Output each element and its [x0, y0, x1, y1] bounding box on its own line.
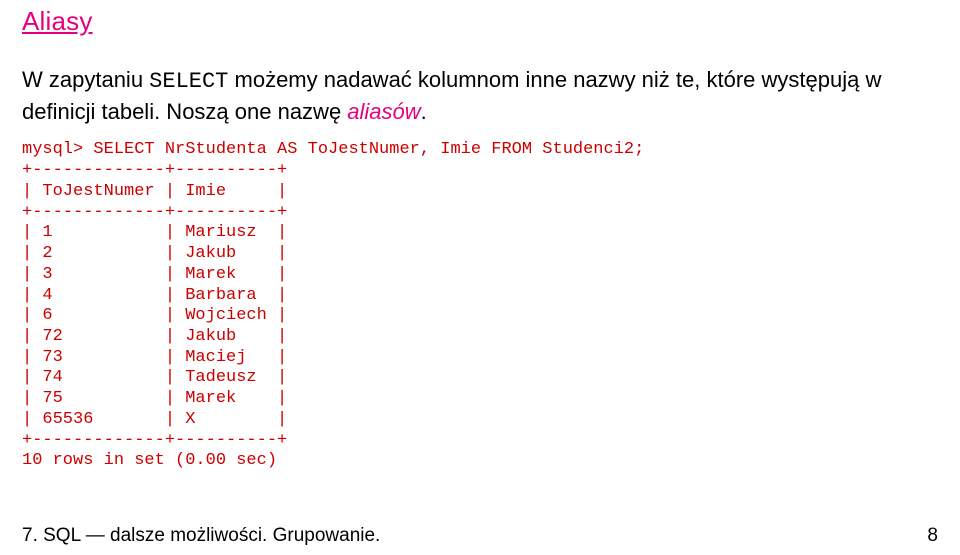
- sql-sep-mid: +-------------+----------+: [22, 203, 287, 222]
- footer-left: 7. SQL — dalsze możliwości. Grupowanie.: [22, 525, 380, 547]
- sql-footer-line: 10 rows in set (0.00 sec): [22, 451, 277, 470]
- sql-header-line: | ToJestNumer | Imie |: [22, 182, 287, 201]
- page-footer: 7. SQL — dalsze możliwości. Grupowanie. …: [22, 525, 938, 547]
- sql-row: | 3 | Marek |: [22, 265, 287, 284]
- para-part1: W zapytaniu: [22, 67, 149, 92]
- intro-paragraph: W zapytaniu SELECT możemy nadawać kolumn…: [22, 65, 938, 126]
- sql-row: | 2 | Jakub |: [22, 244, 287, 263]
- sql-row: | 4 | Barbara |: [22, 286, 287, 305]
- page-title: Aliasy: [22, 6, 938, 37]
- sql-prompt-line: mysql> SELECT NrStudenta AS ToJestNumer,…: [22, 140, 644, 159]
- sql-row: | 74 | Tadeusz |: [22, 368, 287, 387]
- footer-right: 8: [927, 525, 938, 547]
- alias-word: aliasów: [347, 99, 420, 124]
- sql-row: | 65536 | X |: [22, 410, 287, 429]
- sql-sep-top: +-------------+----------+: [22, 161, 287, 180]
- sql-output-block: mysql> SELECT NrStudenta AS ToJestNumer,…: [22, 140, 938, 472]
- sql-row: | 72 | Jakub |: [22, 327, 287, 346]
- sql-sep-bottom: +-------------+----------+: [22, 431, 287, 450]
- sql-row: | 73 | Maciej |: [22, 348, 287, 367]
- para-part3: .: [421, 99, 427, 124]
- sql-row: | 6 | Wojciech |: [22, 306, 287, 325]
- sql-row: | 75 | Marek |: [22, 389, 287, 408]
- page: Aliasy W zapytaniu SELECT możemy nadawać…: [0, 0, 960, 555]
- select-keyword: SELECT: [149, 69, 228, 94]
- sql-row: | 1 | Mariusz |: [22, 223, 287, 242]
